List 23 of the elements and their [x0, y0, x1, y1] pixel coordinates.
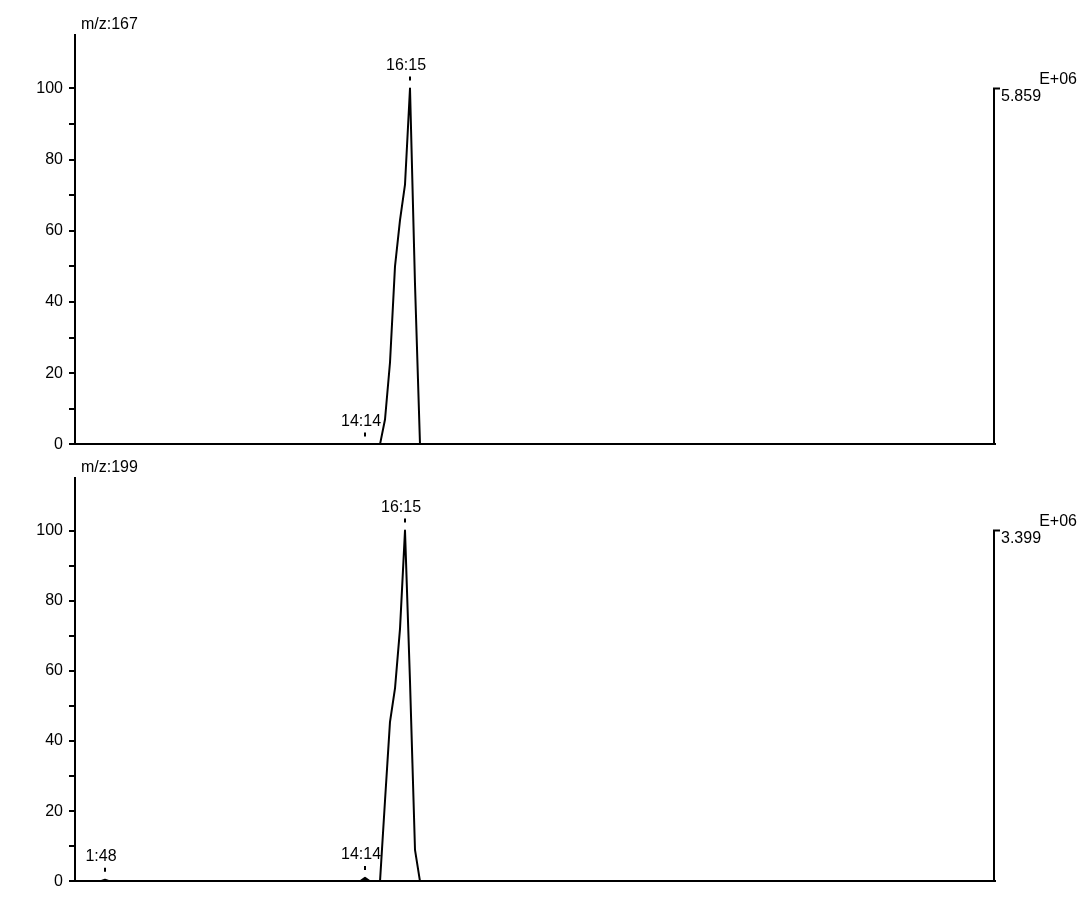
text: 5.859 [1001, 86, 1042, 104]
chart-title: m/z:167 [81, 15, 139, 33]
y-tick-label: 80 [45, 591, 64, 609]
y-tick-label: 100 [36, 78, 64, 96]
text: E+06 [1039, 69, 1078, 87]
annotation: 1:48 [85, 847, 117, 865]
text: E+06 [1039, 512, 1078, 530]
text: 3.399 [1001, 529, 1042, 547]
chart-title: m/z:199 [81, 458, 139, 476]
annotation: 14:14 [340, 411, 382, 429]
y-tick-label: 0 [54, 434, 64, 452]
y-tick-label: 40 [45, 292, 64, 310]
y-tick-label: 60 [45, 661, 64, 679]
y-tick-label: 0 [54, 871, 64, 889]
y-tick-label: 40 [45, 731, 64, 749]
y-tick-label: 60 [45, 221, 64, 239]
y-tick-label: 20 [45, 801, 64, 819]
annotation: 14:14 [340, 845, 382, 863]
annotation: 16:15 [380, 498, 422, 516]
y-tick-label: 80 [45, 150, 64, 168]
annotation: 16:15 [385, 55, 427, 73]
y-tick-label: 20 [45, 363, 64, 381]
y-tick-label: 100 [36, 521, 64, 539]
